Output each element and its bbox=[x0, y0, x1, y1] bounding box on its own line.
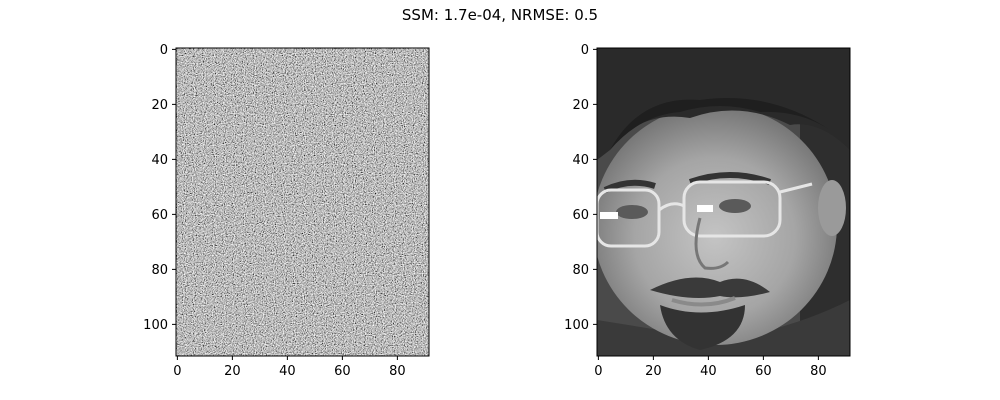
y-tick-label: 100 bbox=[143, 318, 168, 333]
x-tick-label: 20 bbox=[645, 364, 662, 379]
y-tick-label: 60 bbox=[151, 208, 168, 223]
noise-x-axis: 0 20 40 60 80 bbox=[173, 356, 406, 379]
y-tick-label: 60 bbox=[572, 208, 589, 223]
face-y-axis: 0 20 40 60 80 100 bbox=[564, 43, 597, 333]
x-tick-label: 40 bbox=[700, 364, 717, 379]
noise-axes-frame bbox=[175, 47, 430, 357]
y-tick-label: 80 bbox=[572, 263, 589, 278]
y-tick-label: 40 bbox=[572, 153, 589, 168]
noise-image-panel: 0 20 40 60 80 0 20 40 60 80 100 bbox=[143, 43, 430, 379]
noise-image bbox=[176, 48, 429, 356]
x-tick-label: 80 bbox=[389, 364, 406, 379]
face-image-panel: 0 20 40 60 80 0 20 40 60 80 100 bbox=[564, 43, 851, 379]
x-tick-label: 20 bbox=[224, 364, 241, 379]
x-tick-label: 0 bbox=[173, 364, 181, 379]
face-x-axis: 0 20 40 60 80 bbox=[594, 356, 827, 379]
face-image bbox=[597, 48, 850, 356]
x-tick-label: 0 bbox=[594, 364, 602, 379]
x-tick-label: 80 bbox=[810, 364, 827, 379]
x-tick-label: 60 bbox=[334, 364, 351, 379]
y-tick-label: 80 bbox=[151, 263, 168, 278]
face-axes-frame bbox=[596, 47, 851, 357]
y-tick-label: 0 bbox=[160, 43, 168, 58]
figure-title: SSM: 1.7e-04, NRMSE: 0.5 bbox=[401, 6, 599, 24]
y-tick-label: 20 bbox=[572, 98, 589, 113]
noise-y-axis: 0 20 40 60 80 100 bbox=[143, 43, 176, 333]
x-tick-label: 60 bbox=[755, 364, 772, 379]
y-tick-label: 0 bbox=[581, 43, 589, 58]
x-tick-label: 40 bbox=[279, 364, 296, 379]
y-tick-label: 100 bbox=[564, 318, 589, 333]
y-tick-label: 20 bbox=[151, 98, 168, 113]
y-tick-label: 40 bbox=[151, 153, 168, 168]
